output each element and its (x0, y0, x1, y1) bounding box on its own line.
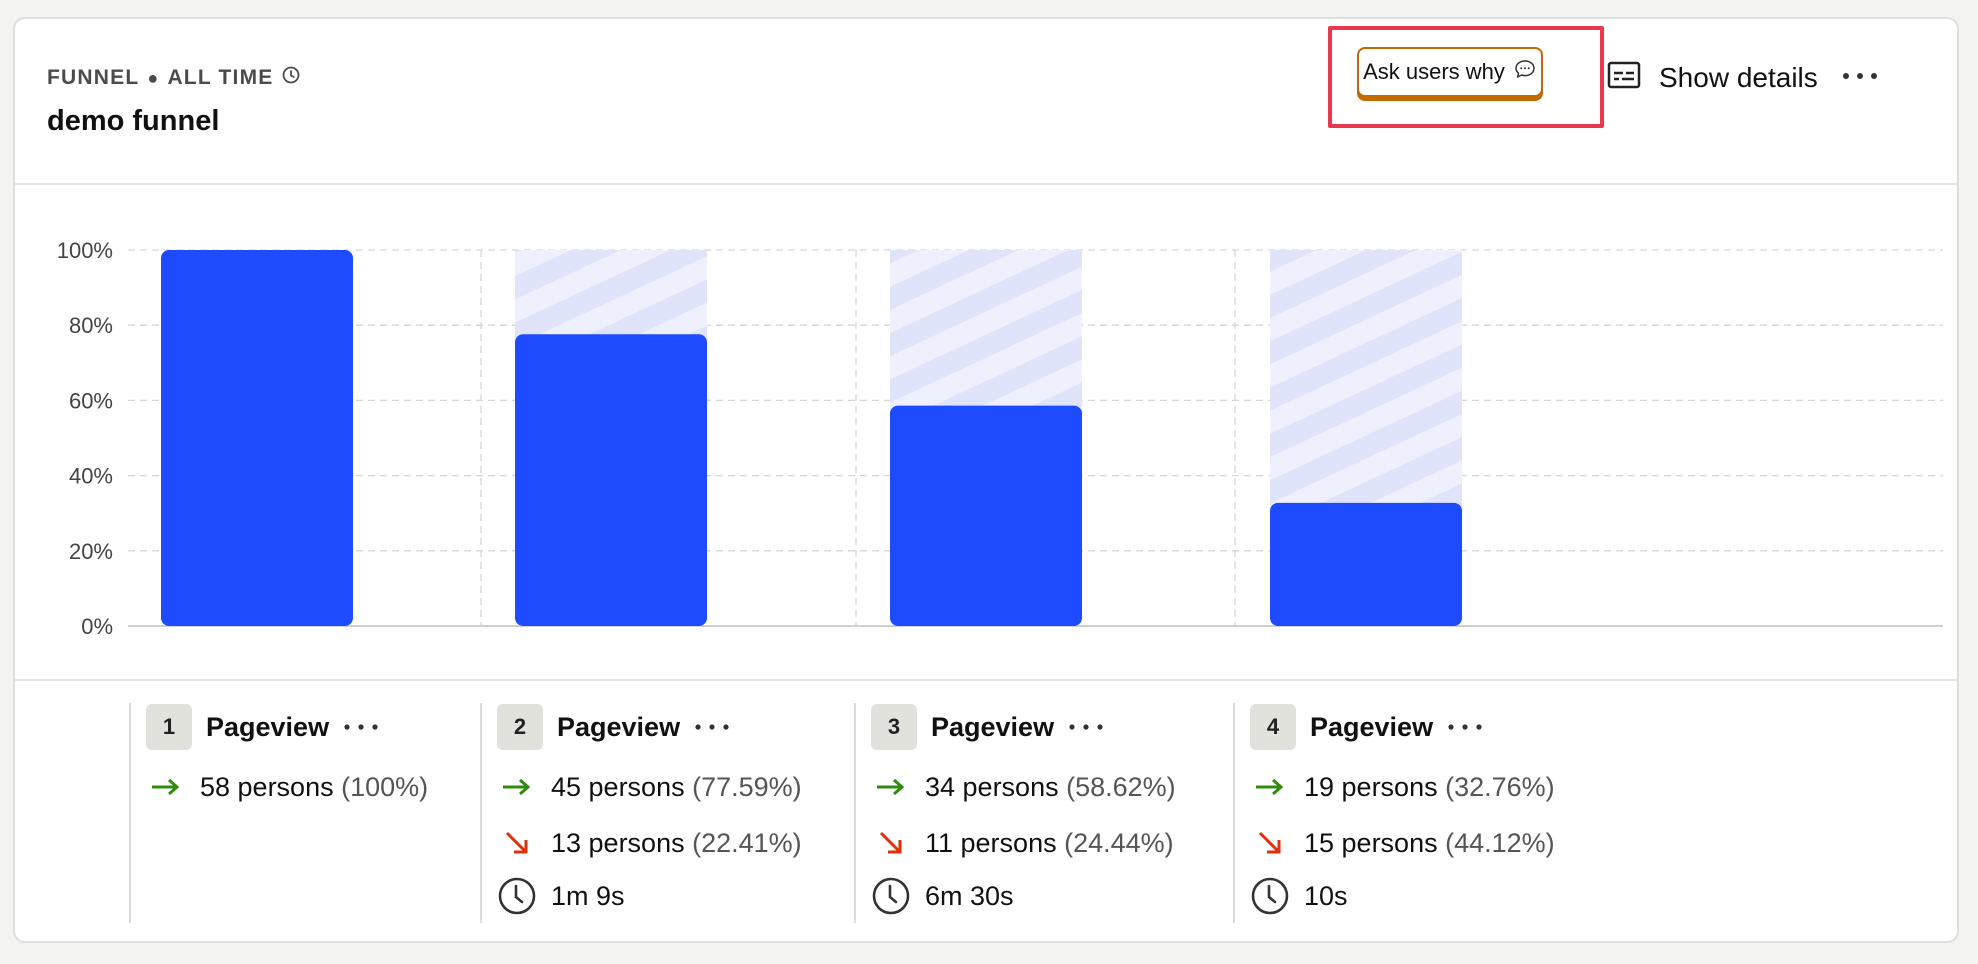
separator-dot: ● (147, 67, 160, 88)
step-number-badge: 4 (1250, 704, 1296, 750)
converted-percent: (58.62%) (1066, 771, 1176, 802)
step-more-button[interactable] (343, 712, 379, 742)
funnel-step-1: 1 Pageview 58 persons (100%) (129, 703, 481, 923)
time-row: 1m 9s (497, 871, 854, 921)
clock-icon (871, 876, 911, 916)
dropoff-track (1270, 250, 1462, 511)
dropped-count: 15 persons (1304, 827, 1438, 858)
y-tick-label: 100% (57, 238, 113, 263)
arrow-right-icon (871, 777, 911, 797)
converted-row[interactable]: 45 persons (77.59%) (497, 759, 854, 815)
card-header: FUNNEL ● ALL TIME demo funnel Ask users … (15, 19, 1957, 185)
more-icon (343, 718, 379, 736)
dropped-row[interactable]: 11 persons (24.44%) (871, 815, 1233, 871)
converted-count: 58 persons (200, 771, 334, 802)
date-range-label: ALL TIME (167, 66, 274, 89)
step-number-badge: 2 (497, 704, 543, 750)
step-event-name[interactable]: Pageview (557, 711, 681, 742)
step-event-name[interactable]: Pageview (931, 711, 1055, 742)
y-tick-label: 60% (69, 388, 113, 413)
funnel-bar[interactable] (1270, 502, 1462, 626)
show-details-label: Show details (1659, 62, 1818, 93)
funnel-bar[interactable] (161, 250, 353, 626)
converted-percent: (77.59%) (692, 771, 802, 802)
converted-row[interactable]: 58 persons (100%) (146, 759, 481, 815)
clock-icon (497, 876, 537, 916)
show-details-button[interactable]: Show details (1607, 57, 1818, 99)
step-event-name[interactable]: Pageview (206, 711, 330, 742)
step-number-badge: 3 (871, 704, 917, 750)
ask-users-why-label: Ask users why (1363, 59, 1505, 84)
dropped-count: 11 persons (925, 827, 1057, 858)
dropoff-track (515, 250, 707, 343)
step-number-badge: 1 (146, 704, 192, 750)
dropped-row[interactable]: 15 persons (44.12%) (1250, 815, 1613, 871)
more-options-button[interactable] (1835, 59, 1885, 95)
funnel-step-4: 4 Pageview 19 persons (32.76%) 15 person… (1233, 703, 1613, 923)
dropped-percent: (22.41%) (692, 827, 802, 858)
more-icon (1068, 718, 1104, 736)
funnel-steps: 1 Pageview 58 persons (100%) 2 Pageview (15, 681, 1957, 941)
converted-count: 45 persons (551, 771, 685, 802)
dropped-count: 13 persons (551, 827, 685, 858)
step-event-name[interactable]: Pageview (1310, 711, 1434, 742)
y-tick-label: 20% (69, 539, 113, 564)
converted-row[interactable]: 34 persons (58.62%) (871, 759, 1233, 815)
y-tick-label: 40% (69, 464, 113, 489)
insight-subtitle: FUNNEL ● ALL TIME (47, 65, 301, 91)
dropped-percent: (44.12%) (1445, 827, 1555, 858)
more-icon (1447, 718, 1483, 736)
arrow-down-right-icon (1250, 828, 1290, 858)
funnel-step-2: 2 Pageview 45 persons (77.59%) 13 person… (480, 703, 854, 923)
insight-type-label: FUNNEL (47, 66, 140, 89)
step-more-button[interactable] (694, 712, 730, 742)
y-tick-label: 80% (69, 313, 113, 338)
chat-bubble-icon (1513, 57, 1537, 87)
converted-row[interactable]: 19 persons (32.76%) (1250, 759, 1613, 815)
arrow-right-icon (146, 777, 186, 797)
dropoff-track (890, 250, 1082, 414)
clock-icon (1250, 876, 1290, 916)
insight-title: demo funnel (47, 105, 220, 137)
average-time: 1m 9s (551, 880, 625, 911)
funnel-step-3: 3 Pageview 34 persons (58.62%) 11 person… (854, 703, 1233, 923)
clock-icon (281, 65, 301, 91)
step-more-button[interactable] (1447, 712, 1483, 742)
y-tick-label: 0% (81, 614, 113, 639)
dropped-row[interactable]: 13 persons (22.41%) (497, 815, 854, 871)
funnel-card: FUNNEL ● ALL TIME demo funnel Ask users … (13, 17, 1959, 943)
average-time: 10s (1304, 880, 1348, 911)
ask-users-why-button[interactable]: Ask users why (1357, 47, 1543, 97)
converted-count: 19 persons (1304, 771, 1438, 802)
arrow-right-icon (497, 777, 537, 797)
funnel-chart: 0% 20% 40% 60% 80% 100% (15, 185, 1957, 681)
step-more-button[interactable] (1068, 712, 1104, 742)
arrow-down-right-icon (871, 828, 911, 858)
dropped-percent: (24.44%) (1064, 827, 1174, 858)
subtitles-icon (1607, 60, 1641, 97)
converted-count: 34 persons (925, 771, 1059, 802)
more-icon (1840, 68, 1880, 86)
funnel-chart-svg: 0% 20% 40% 60% 80% 100% (57, 238, 1943, 639)
more-icon (694, 718, 730, 736)
time-row: 10s (1250, 871, 1613, 921)
average-time: 6m 30s (925, 880, 1014, 911)
funnel-bar[interactable] (890, 405, 1082, 626)
time-row: 6m 30s (871, 871, 1233, 921)
converted-percent: (32.76%) (1445, 771, 1555, 802)
converted-percent: (100%) (341, 771, 429, 802)
funnel-bar[interactable] (515, 334, 707, 626)
arrow-right-icon (1250, 777, 1290, 797)
arrow-down-right-icon (497, 828, 537, 858)
